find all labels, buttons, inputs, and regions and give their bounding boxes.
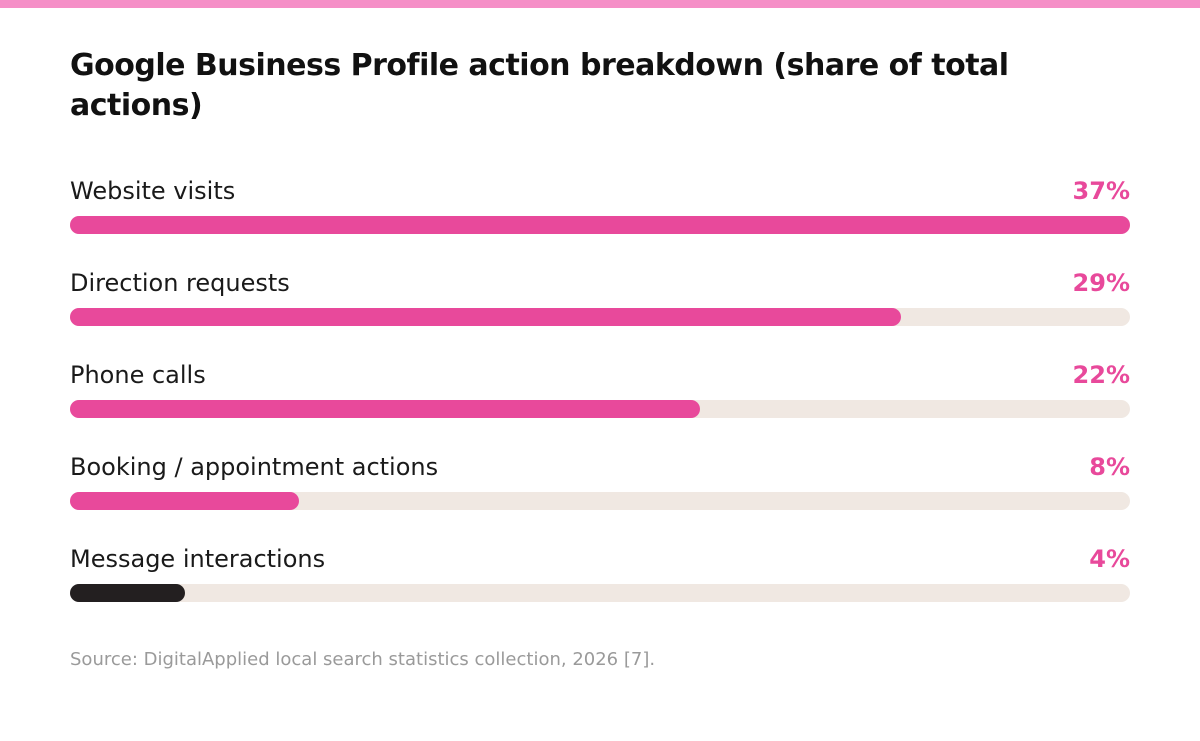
category-label: Message interactions	[70, 545, 326, 573]
bar-track	[70, 584, 1130, 602]
bar-row: Message interactions 4%	[70, 542, 1130, 602]
value-label: 8%	[1089, 453, 1130, 481]
category-label: Direction requests	[70, 269, 290, 297]
chart-title: Google Business Profile action breakdown…	[70, 48, 1009, 123]
category-label: Website visits	[70, 177, 236, 205]
bar-chart: Google Business Profile action breakdown…	[70, 46, 1130, 602]
bar-row: Direction requests 29%	[70, 266, 1130, 326]
bar-fill	[70, 584, 185, 602]
value-label: 22%	[1072, 361, 1130, 389]
bar-row: Website visits 37%	[70, 174, 1130, 234]
bar-track	[70, 216, 1130, 234]
category-label: Phone calls	[70, 361, 206, 389]
bar-fill	[70, 492, 299, 510]
bar-row: Phone calls 22%	[70, 358, 1130, 418]
bar-track	[70, 492, 1130, 510]
value-label: 29%	[1072, 269, 1130, 297]
value-label: 37%	[1072, 177, 1130, 205]
category-label: Booking / appointment actions	[70, 453, 439, 481]
bar-row: Booking / appointment actions 8%	[70, 450, 1130, 510]
bar-fill	[70, 216, 1130, 234]
bar-fill	[70, 308, 901, 326]
source-note: Source: DigitalApplied local search stat…	[70, 649, 656, 670]
bar-fill	[70, 400, 700, 418]
bar-track	[70, 308, 1130, 326]
bar-track	[70, 400, 1130, 418]
value-label: 4%	[1089, 545, 1130, 573]
top-accent-bar	[0, 0, 1200, 8]
